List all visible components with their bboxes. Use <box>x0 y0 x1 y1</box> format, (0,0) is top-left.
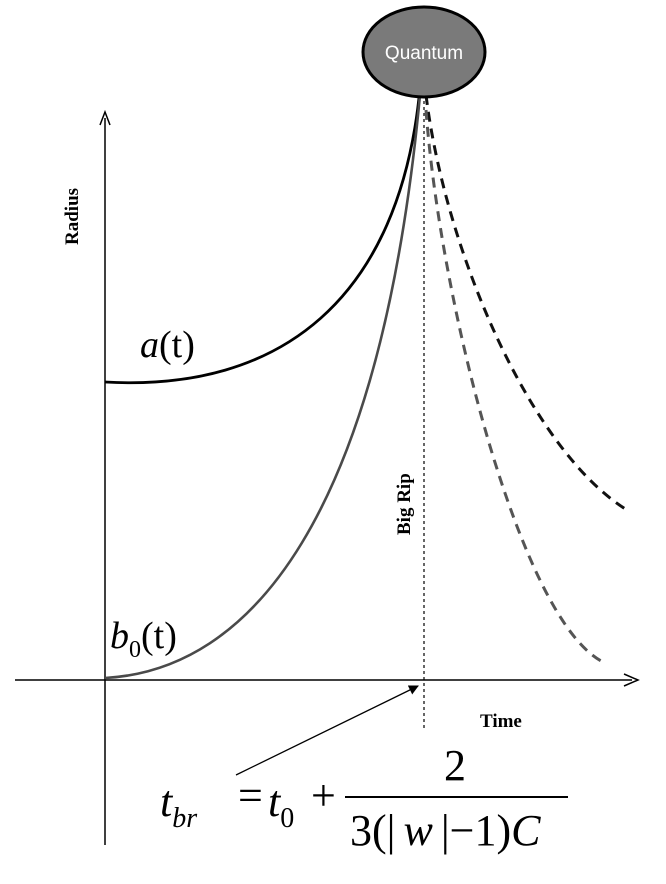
quantum-bubble <box>361 5 487 99</box>
curve-a <box>104 87 422 385</box>
formula-lhs: tbr <box>160 777 197 834</box>
formula-arrow <box>235 685 419 776</box>
formula-denominator: 3(| w |−1)C <box>350 806 541 855</box>
curve-b0 <box>104 94 422 680</box>
y-axis-label: Radius <box>62 188 83 245</box>
big-rip-label: Big Rip <box>394 473 415 535</box>
curve-a-label: a(t) <box>140 324 195 366</box>
x-axis-label: Time <box>480 711 522 732</box>
curve-b0-label: b0(t) <box>110 615 177 663</box>
big-rip-time-formula: tbr = t0 + 2 3(| w |−1)C <box>160 741 568 855</box>
formula-equals: = <box>238 771 263 820</box>
formula-t0: t0 <box>268 777 294 834</box>
y-axis-arrowhead <box>99 109 111 126</box>
dashed-curve-a <box>424 94 628 512</box>
dashed-curve-b0 <box>424 109 604 664</box>
x-axis-arrowhead <box>623 673 640 687</box>
formula-plus: + <box>311 771 336 820</box>
formula-numerator: 2 <box>444 741 466 790</box>
quantum-label: Quantum <box>385 43 463 64</box>
